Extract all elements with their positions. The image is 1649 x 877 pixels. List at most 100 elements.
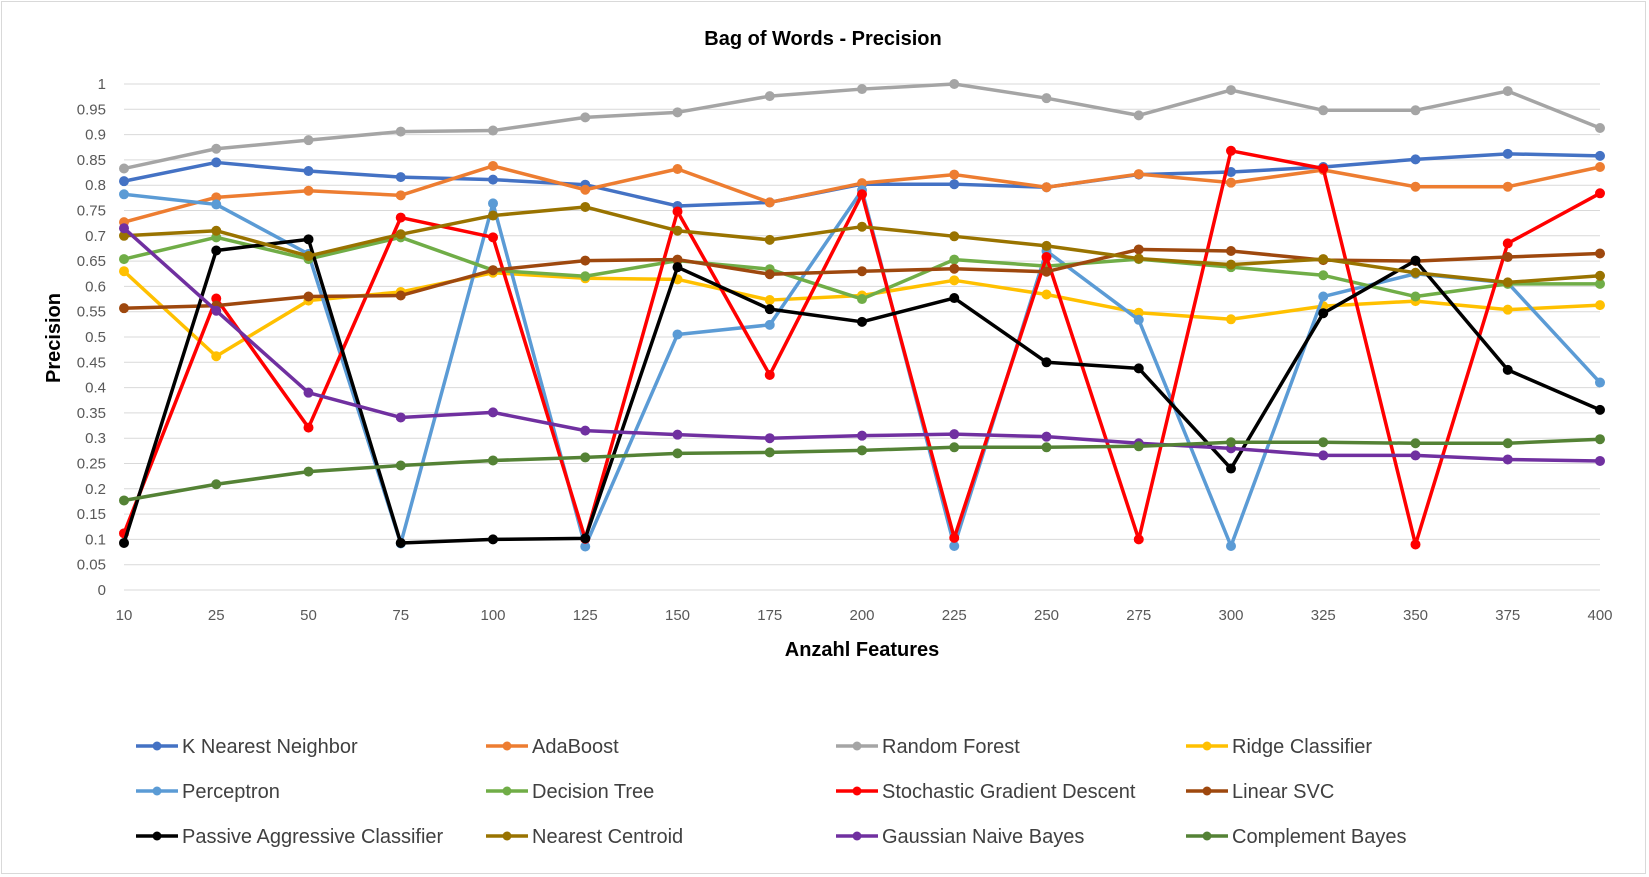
data-point xyxy=(672,206,683,217)
data-point xyxy=(1410,154,1421,165)
data-point xyxy=(1226,314,1236,325)
data-point xyxy=(488,210,498,221)
data-point xyxy=(119,189,129,200)
y-tick-label: 0.35 xyxy=(77,405,106,422)
data-point xyxy=(1410,267,1421,278)
data-point xyxy=(1318,254,1329,265)
data-point xyxy=(1318,163,1329,174)
data-point xyxy=(1595,270,1605,281)
data-point xyxy=(580,425,591,436)
legend-label: Stochastic Gradient Descent xyxy=(882,781,1136,803)
series-group xyxy=(119,185,1605,552)
y-tick-label: 0.55 xyxy=(77,304,106,321)
data-point xyxy=(119,223,129,234)
legend-swatch-marker xyxy=(1202,786,1212,796)
data-point xyxy=(119,266,129,277)
x-tick-label: 25 xyxy=(208,607,225,624)
data-point xyxy=(1318,270,1329,281)
data-point xyxy=(303,185,314,196)
y-tick-label: 0.4 xyxy=(85,380,106,397)
data-point xyxy=(857,84,867,95)
data-point xyxy=(303,234,314,245)
data-point xyxy=(395,290,406,301)
data-point xyxy=(303,466,314,477)
data-point xyxy=(1318,308,1329,319)
data-point xyxy=(211,225,222,236)
data-point xyxy=(857,294,867,305)
series-line xyxy=(123,188,1602,549)
x-tick-label: 325 xyxy=(1311,607,1336,624)
data-point xyxy=(1133,244,1144,255)
data-point xyxy=(949,275,960,286)
series-line xyxy=(123,82,1601,171)
data-point xyxy=(1133,314,1144,325)
x-tick-label: 225 xyxy=(942,607,967,624)
data-point xyxy=(1041,289,1052,300)
data-point xyxy=(1502,277,1513,288)
y-tick-label: 0.95 xyxy=(77,101,106,118)
data-point xyxy=(303,251,314,262)
y-tick-label: 0.2 xyxy=(85,481,106,498)
data-point xyxy=(1226,463,1236,474)
data-point xyxy=(488,174,498,185)
data-point xyxy=(1595,123,1605,134)
data-point xyxy=(1041,442,1052,453)
data-point xyxy=(488,198,498,209)
data-point xyxy=(1133,363,1144,374)
data-point xyxy=(949,293,960,304)
y-tick-label: 0.75 xyxy=(77,203,106,220)
data-point xyxy=(672,262,683,273)
series-lines xyxy=(119,79,1605,552)
data-point xyxy=(672,164,683,175)
chart-title: Bag of Words - Precision xyxy=(704,28,941,50)
data-point xyxy=(1595,300,1605,311)
legend-swatch-marker xyxy=(852,831,862,841)
y-tick-label: 0.65 xyxy=(77,253,106,270)
data-point xyxy=(1410,438,1421,449)
legend-item: Ridge Classifier xyxy=(1186,736,1372,758)
data-point xyxy=(1410,450,1421,461)
data-point xyxy=(395,412,406,423)
data-point xyxy=(1318,450,1329,461)
legend-label: Nearest Centroid xyxy=(532,826,683,848)
legend-label: Linear SVC xyxy=(1232,781,1334,803)
data-point xyxy=(672,107,683,118)
data-point xyxy=(1226,177,1236,188)
legend-swatch-marker xyxy=(152,786,162,796)
y-tick-label: 0 xyxy=(98,582,106,599)
legend-label: Random Forest xyxy=(882,736,1020,758)
y-tick-label: 0.9 xyxy=(85,127,106,144)
data-point xyxy=(857,221,867,232)
data-point xyxy=(672,448,683,459)
data-point xyxy=(764,197,775,208)
legend-swatch-marker xyxy=(852,786,862,796)
data-point xyxy=(1595,248,1605,259)
series-group xyxy=(119,234,1605,548)
legend-label: Gaussian Naive Bayes xyxy=(882,826,1084,848)
y-tick-label: 0.05 xyxy=(77,557,106,574)
data-point xyxy=(764,295,775,306)
series-group xyxy=(119,434,1605,506)
data-point xyxy=(1410,291,1421,302)
series-line xyxy=(122,149,1601,547)
data-point xyxy=(580,201,591,212)
data-point xyxy=(949,429,960,440)
data-point xyxy=(395,537,406,548)
legend-item: Stochastic Gradient Descent xyxy=(836,781,1136,803)
data-point xyxy=(1502,438,1513,449)
x-tick-label: 350 xyxy=(1403,607,1428,624)
data-point xyxy=(1318,437,1329,448)
legend-swatch-marker xyxy=(152,831,162,841)
x-tick-label: 300 xyxy=(1218,607,1243,624)
data-point xyxy=(395,212,406,223)
legend-swatch-marker xyxy=(1202,741,1212,751)
data-point xyxy=(488,232,498,243)
data-point xyxy=(1041,357,1052,368)
y-tick-label: 0.25 xyxy=(77,456,106,473)
data-point xyxy=(1041,240,1052,251)
legend-item: Gaussian Naive Bayes xyxy=(836,826,1084,848)
data-point xyxy=(395,190,406,201)
series-group xyxy=(119,201,1605,288)
data-point xyxy=(1041,93,1052,104)
data-point xyxy=(764,447,775,458)
